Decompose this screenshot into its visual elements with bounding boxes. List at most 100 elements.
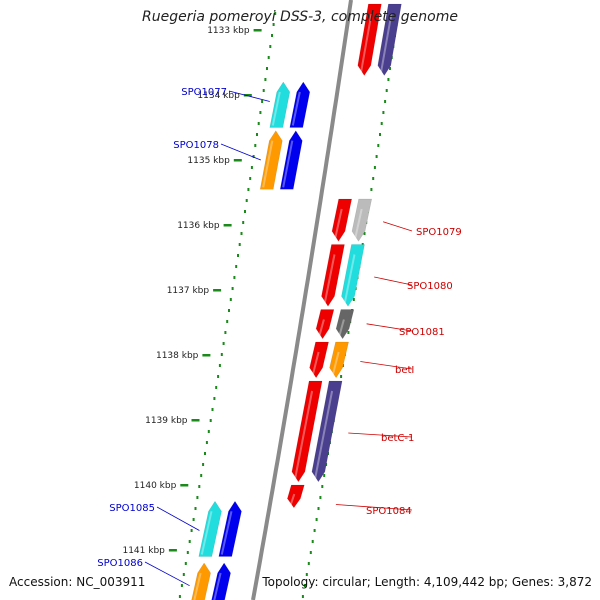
gene-label: betI <box>395 365 414 376</box>
scale-dot <box>307 562 310 565</box>
scale-dot <box>220 353 223 356</box>
scale-dot <box>267 56 270 59</box>
gene-arrow <box>321 244 345 307</box>
scale-dot <box>389 67 391 70</box>
scale-dot <box>384 100 387 103</box>
gene-highlight <box>354 208 363 240</box>
scale-dot <box>259 111 262 114</box>
scale-dot <box>375 155 378 158</box>
gene-highlight <box>313 390 334 480</box>
gene-arrow <box>315 309 335 340</box>
gene-highlight <box>343 254 356 305</box>
gene-label: SPO1080 <box>407 281 453 292</box>
scale-dot <box>242 221 245 224</box>
scale-dot <box>269 45 272 48</box>
gene-highlight <box>323 254 336 305</box>
scale-dot <box>229 298 232 301</box>
scale-dot <box>274 12 277 15</box>
scale-dot <box>266 67 268 70</box>
scale-dot <box>200 474 203 477</box>
scale-dot <box>317 507 320 510</box>
gene-highlight <box>334 208 343 240</box>
kbp-tick-label: 1134 kbp <box>197 91 240 101</box>
scale-dot <box>380 122 383 125</box>
scale-dot <box>311 540 314 543</box>
kbp-tick-mark <box>223 224 232 227</box>
scale-dot <box>190 529 193 532</box>
accession-text: Accession: NC_003911 <box>9 575 146 589</box>
kbp-tick-mark <box>253 29 262 32</box>
gene-arrow <box>198 500 222 557</box>
scale-dot <box>207 430 210 433</box>
scale-dot <box>309 551 312 554</box>
scale-dot <box>217 375 220 378</box>
gene-highlight <box>291 91 301 126</box>
gene-arrow <box>377 3 402 76</box>
scale-dot <box>228 309 230 312</box>
scale-dot <box>213 397 216 400</box>
gene-arrow <box>218 500 242 557</box>
gene-labels-right: SPO1079 SPO1080 SPO1081 betI betC-1 SPO1084 <box>335 221 462 517</box>
kbp-tick-label: 1141 kbp <box>122 546 165 556</box>
gene-arrow <box>287 484 305 509</box>
gene-highlight <box>262 140 274 188</box>
scale-dot <box>226 320 229 323</box>
genome-title: Ruegeria pomeroyi DSS-3, complete genome <box>142 9 458 25</box>
scale-dot <box>257 122 260 125</box>
scale-dot <box>186 551 189 554</box>
kbp-tick-label: 1140 kbp <box>134 481 177 491</box>
gene-arrow <box>191 562 211 600</box>
kbp-tick-mark <box>233 159 242 162</box>
gene-arrow <box>341 244 365 307</box>
scale-dot <box>184 562 187 565</box>
scale-dot <box>373 166 376 169</box>
genome-backbone <box>251 0 353 600</box>
scale-dot <box>180 584 183 587</box>
scale-dot <box>231 287 234 290</box>
scale-dot <box>303 584 306 587</box>
scale-dot <box>202 463 205 466</box>
kbp-tick-label: 1136 kbp <box>177 221 220 231</box>
label-leader <box>335 504 413 511</box>
scale-dot <box>379 133 381 136</box>
scale-dot <box>347 331 350 334</box>
scale-dot <box>385 89 388 92</box>
gene-highlight <box>331 351 340 376</box>
scale-dot <box>321 485 324 488</box>
scale-dot <box>188 540 191 543</box>
gene-arrow <box>311 380 343 483</box>
scale-dot <box>323 474 326 477</box>
genome-summary-text: Topology: circular; Length: 4,109,442 bp… <box>262 575 592 589</box>
scale-dot <box>382 111 385 114</box>
gene-arrow <box>335 309 355 340</box>
gene-arrow <box>351 198 373 242</box>
gene-arrow <box>291 380 323 483</box>
gene-highlight <box>359 13 373 74</box>
scale-dot <box>264 78 267 81</box>
kbp-tick-label: 1139 kbp <box>145 416 188 426</box>
gene-highlight <box>282 140 294 188</box>
label-leader <box>228 90 270 102</box>
gene-highlight <box>338 319 345 338</box>
scale-dot <box>305 573 308 576</box>
label-leader <box>156 506 200 531</box>
gene-arrow <box>269 81 291 128</box>
kbp-tick-label: 1137 kbp <box>167 286 210 296</box>
scale-dot <box>244 210 246 213</box>
scale-dot <box>211 408 214 411</box>
gene-arrow <box>211 562 231 600</box>
gene-label: SPO1081 <box>399 327 445 338</box>
gene-label: betC-1 <box>381 433 414 444</box>
gene-label: SPO1085 <box>109 503 155 514</box>
kbp-tick-mark <box>191 419 200 422</box>
gene-arrow <box>331 198 353 242</box>
gene-arrow <box>329 341 349 379</box>
label-leader <box>144 561 190 587</box>
gene-highlight <box>271 91 281 126</box>
gene-highlight <box>289 493 296 507</box>
scale-dot <box>249 177 252 180</box>
label-leader <box>220 143 261 161</box>
scale-dot <box>192 518 195 521</box>
scale-dot <box>315 518 318 521</box>
